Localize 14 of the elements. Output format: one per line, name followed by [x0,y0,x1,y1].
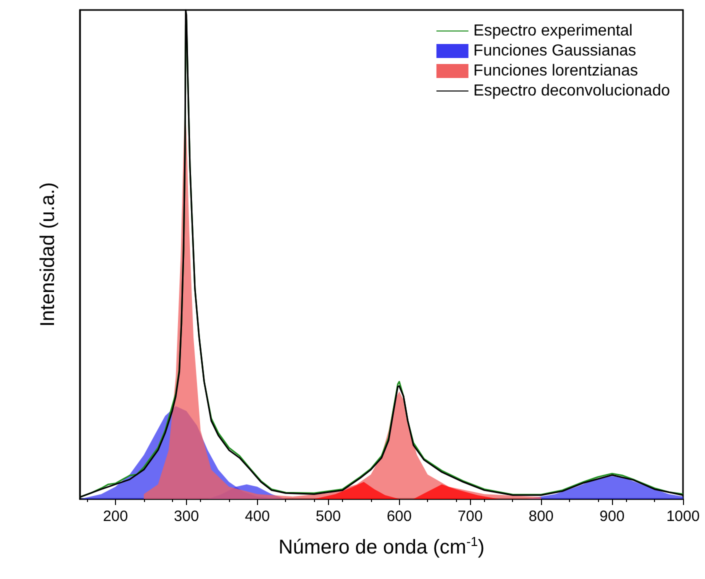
x-tick-label: 800 [528,508,554,525]
legend-label: Espectro deconvolucionado [473,82,670,100]
x-tick-label: 900 [600,508,625,525]
y-axis-title: Intensidad (u.a.) [37,182,59,327]
x-tick-label: 600 [386,508,412,525]
x-tick-label: 1000 [666,508,700,525]
x-tick-label: 200 [102,508,128,525]
x-tick-label: 700 [458,508,483,525]
x-tick-label: 500 [316,508,341,525]
legend-label: Funciones Gaussianas [473,42,636,60]
x-tick-label: 400 [244,508,270,525]
legend-label: Espectro experimental [473,22,633,40]
x-tick-label: 300 [174,508,199,525]
legend-label: Funciones lorentzianas [473,62,638,80]
